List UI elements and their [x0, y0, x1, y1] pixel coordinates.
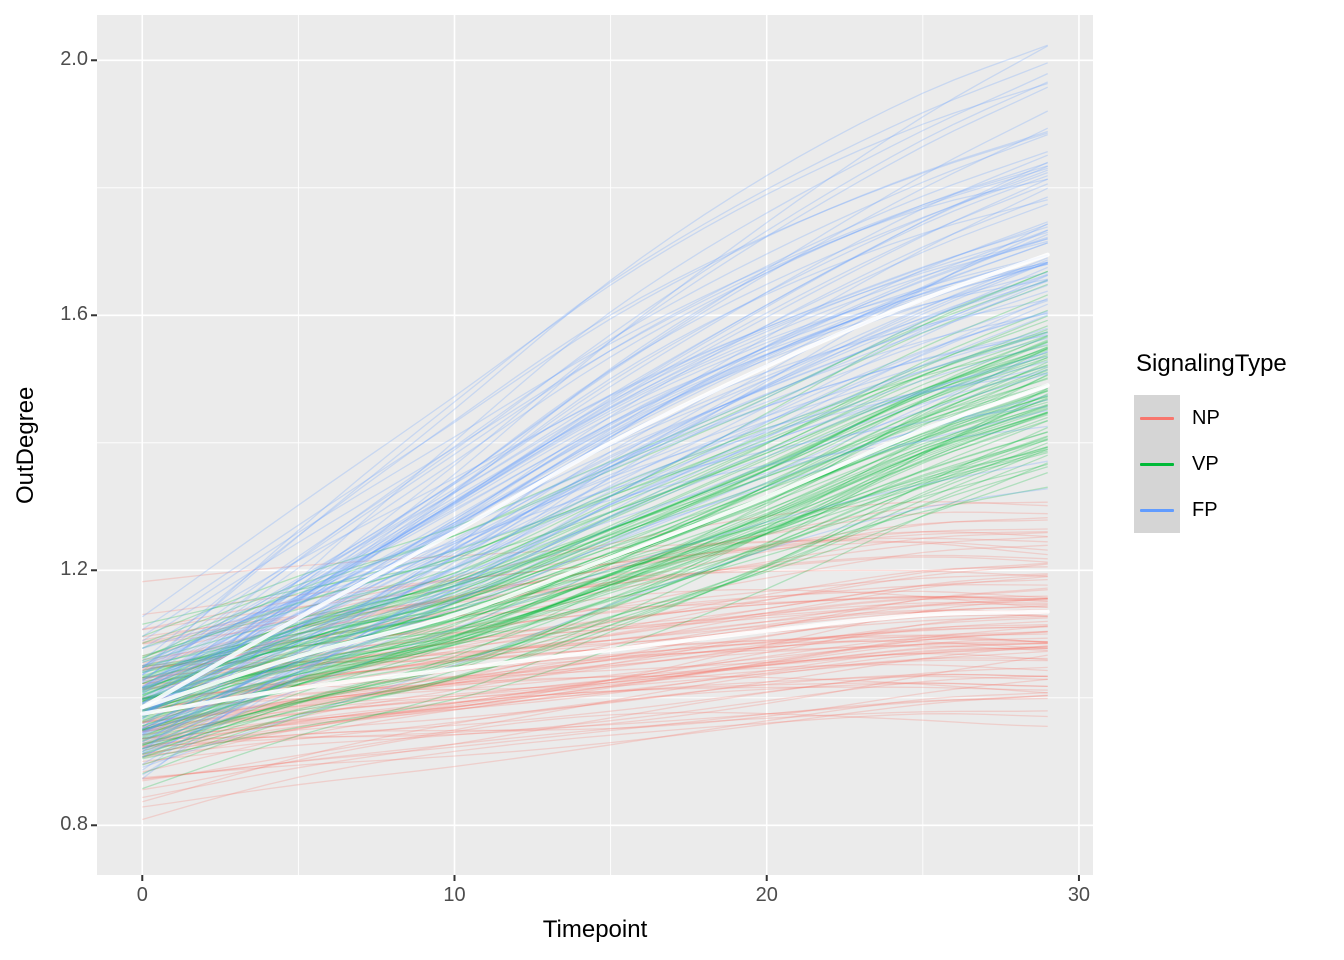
legend-keys: NP VP FP — [1134, 395, 1287, 533]
panel-background — [97, 15, 1093, 875]
legend-label: VP — [1192, 452, 1219, 475]
legend-label: NP — [1192, 406, 1220, 429]
trajectory-lines-fp — [141, 44, 1049, 780]
x-tick-label: 20 — [755, 884, 778, 906]
trajectory-lines-vp — [142, 270, 1049, 790]
major-gridlines — [97, 15, 1093, 875]
x-tick-label: 0 — [136, 884, 148, 906]
legend-key-swatch — [1134, 441, 1180, 487]
x-axis-title: Timepoint — [542, 916, 648, 943]
mean-line-fp — [140, 252, 1050, 710]
x-tick-label: 30 — [1067, 884, 1091, 906]
axis-tick-marks — [91, 59, 1080, 881]
legend-key-swatch — [1134, 487, 1180, 533]
y-axis-title: OutDegree — [12, 386, 39, 504]
mean-line-np — [140, 609, 1050, 716]
y-tick-label: 0.8 — [60, 813, 88, 836]
legend-line-sample — [1140, 508, 1174, 512]
legend-title: SignalingType — [1136, 350, 1287, 377]
legend-entry-vp: VP — [1134, 441, 1287, 487]
y-tick-label: 1.2 — [60, 558, 88, 581]
y-tick-label: 1.6 — [60, 303, 88, 326]
legend-entry-np: NP — [1134, 395, 1287, 441]
x-tick-label: 10 — [443, 884, 466, 906]
y-tick-label: 2.0 — [60, 48, 88, 71]
legend-line-sample — [1140, 416, 1174, 420]
legend-line-sample — [1140, 462, 1174, 466]
mean-line-vp — [140, 383, 1050, 710]
legend-label: FP — [1192, 498, 1218, 521]
legend-entry-fp: FP — [1134, 487, 1287, 533]
legend-key-swatch — [1134, 395, 1180, 441]
minor-gridlines — [97, 15, 1093, 875]
legend: SignalingType NP VP FP — [1134, 350, 1287, 533]
